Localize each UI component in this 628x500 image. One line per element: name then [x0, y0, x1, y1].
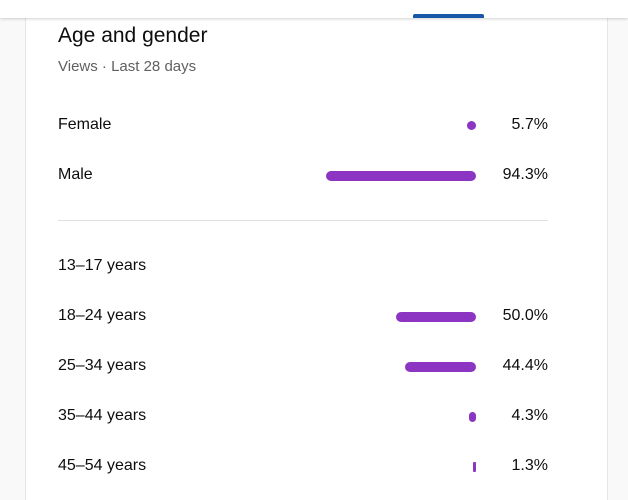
- card-subtitle: Views · Last 28 days: [58, 58, 197, 75]
- age-row-13-17: 13–17 years: [58, 255, 548, 279]
- age-row-25-34: 25–34 years 44.4%: [58, 355, 548, 379]
- gender-row-female: Female 5.7%: [58, 114, 548, 138]
- age-gender-card: Age and gender Views · Last 28 days Fema…: [25, 18, 608, 500]
- row-value: 94.3%: [502, 166, 548, 183]
- row-value: 50.0%: [502, 307, 548, 324]
- divider: [58, 220, 548, 221]
- row-value: 4.3%: [511, 407, 548, 424]
- age-row-18-24: 18–24 years 50.0%: [58, 305, 548, 329]
- row-value: 44.4%: [502, 357, 548, 374]
- row-value: 5.7%: [511, 116, 548, 133]
- row-value: 1.3%: [511, 457, 548, 474]
- row-label: 45–54 years: [58, 457, 147, 474]
- active-tab-indicator: [413, 14, 484, 18]
- row-label: Female: [58, 116, 112, 133]
- gender-row-male: Male 94.3%: [58, 164, 548, 188]
- row-label: 35–44 years: [58, 407, 147, 424]
- row-label: 18–24 years: [58, 307, 147, 324]
- age-row-35-44: 35–44 years 4.3%: [58, 405, 548, 429]
- card-title: Age and gender: [58, 24, 208, 47]
- top-bar: [0, 0, 628, 18]
- bar: [326, 171, 476, 181]
- bar: [467, 121, 476, 130]
- bar: [405, 362, 476, 372]
- bar: [396, 312, 476, 322]
- bar: [473, 462, 476, 472]
- row-label: 25–34 years: [58, 357, 147, 374]
- row-label: Male: [58, 166, 93, 183]
- bar: [469, 412, 476, 422]
- row-label: 13–17 years: [58, 257, 147, 274]
- age-row-45-54: 45–54 years 1.3%: [58, 455, 548, 479]
